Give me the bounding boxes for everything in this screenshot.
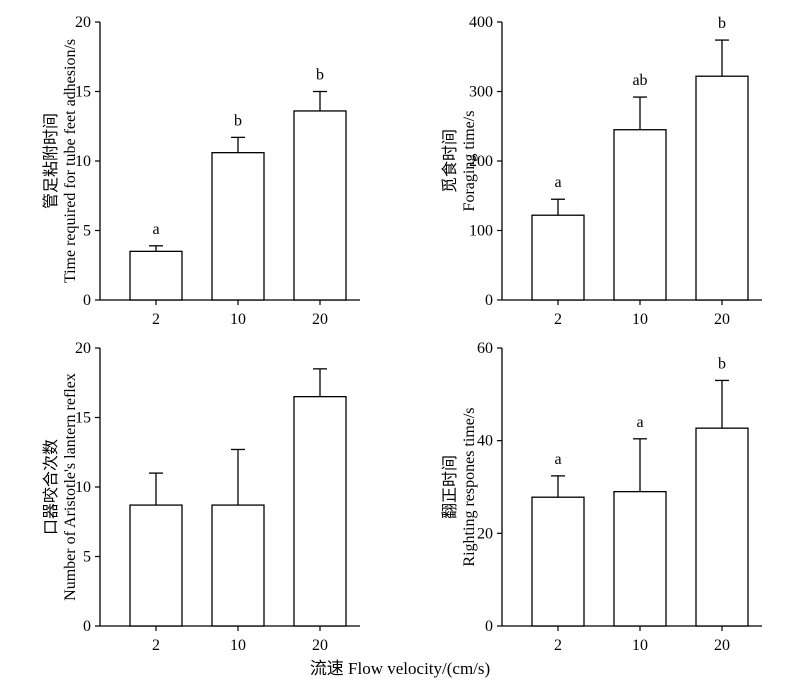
x-tick-label: 2 (554, 637, 562, 654)
y-axis-label-cn: 翻正时间 (441, 455, 459, 519)
bar (695, 427, 749, 627)
significance-label: b (718, 15, 726, 32)
x-tick-label: 10 (230, 637, 246, 654)
panel-righting-time: 0 20 40 60 翻正时间 Righting respones time/s a 2 a 10… (441, 340, 762, 654)
x-tick-label: 2 (152, 311, 160, 328)
y-tick-label: 15 (75, 84, 91, 101)
y-axis-label-en: Righting respones time/s (461, 407, 478, 566)
y-tick-label: 5 (83, 223, 91, 240)
y-tick-label: 40 (477, 433, 493, 450)
significance-label: b (234, 112, 242, 129)
bar (613, 490, 667, 627)
x-tick-label: 10 (632, 637, 648, 654)
significance-label: a (554, 174, 561, 191)
x-axis-label: 流速 Flow velocity/(cm/s) (310, 659, 490, 678)
x-tick-label: 2 (554, 311, 562, 328)
y-tick-label: 5 (83, 549, 91, 566)
y-tick-label: 20 (75, 14, 91, 31)
x-tick-label: 20 (714, 637, 730, 654)
bar (211, 152, 265, 301)
y-tick-label: 10 (75, 153, 91, 170)
y-axis-label-cn: 觅食时间 (441, 129, 459, 193)
y-tick-label: 10 (75, 479, 91, 496)
y-tick-label: 0 (485, 618, 493, 635)
panel-tube-feet-adhesion: 0 5 10 15 20 管足粘附时间 Time required for tube fee… (42, 14, 360, 328)
y-tick-label: 20 (477, 525, 493, 542)
y-tick-label: 300 (469, 84, 493, 101)
y-tick-label: 0 (485, 292, 493, 309)
bar (293, 395, 347, 627)
panel-foraging-time: 0 100 200 300 400 觅食时间 Foraging time/s a 2 ab 10 b 2… (441, 14, 762, 328)
x-tick-label: 10 (230, 311, 246, 328)
y-tick-label: 0 (83, 618, 91, 635)
bar (695, 75, 749, 301)
bar (531, 214, 585, 301)
y-tick-label: 60 (477, 340, 493, 357)
significance-label: a (636, 414, 643, 431)
bar (293, 110, 347, 301)
y-tick-label: 20 (75, 340, 91, 357)
bar (129, 504, 183, 627)
significance-label: b (718, 355, 726, 372)
y-axis-label-en: Time required for tube feet adhesion/s (62, 39, 79, 283)
y-tick-label: 400 (469, 14, 493, 31)
y-tick-label: 100 (469, 223, 493, 240)
x-tick-label: 20 (312, 311, 328, 328)
x-tick-label: 10 (632, 311, 648, 328)
bar (129, 250, 183, 301)
y-tick-label: 15 (75, 410, 91, 427)
y-axis-label-cn: 管足粘附时间 (42, 113, 60, 209)
significance-label: ab (632, 72, 647, 89)
x-tick-label: 20 (312, 637, 328, 654)
y-tick-label: 200 (469, 153, 493, 170)
y-tick-label: 0 (83, 292, 91, 309)
y-axis-label-en: Foraging time/s (461, 111, 478, 212)
x-tick-label: 20 (714, 311, 730, 328)
bar (613, 129, 667, 301)
y-axis-label-en: Number of Aristotle's lantern reflex (62, 373, 79, 601)
significance-label: b (316, 67, 324, 84)
y-axis-label-cn: 口器咬合次数 (42, 439, 60, 535)
x-tick-label: 2 (152, 637, 160, 654)
panel-lantern-reflex: 0 5 10 15 20 口器咬合次数 Number of Aristotle's lant… (42, 340, 360, 654)
significance-label: a (554, 451, 561, 468)
significance-label: a (152, 221, 159, 238)
bar (531, 496, 585, 627)
bar (211, 504, 265, 627)
